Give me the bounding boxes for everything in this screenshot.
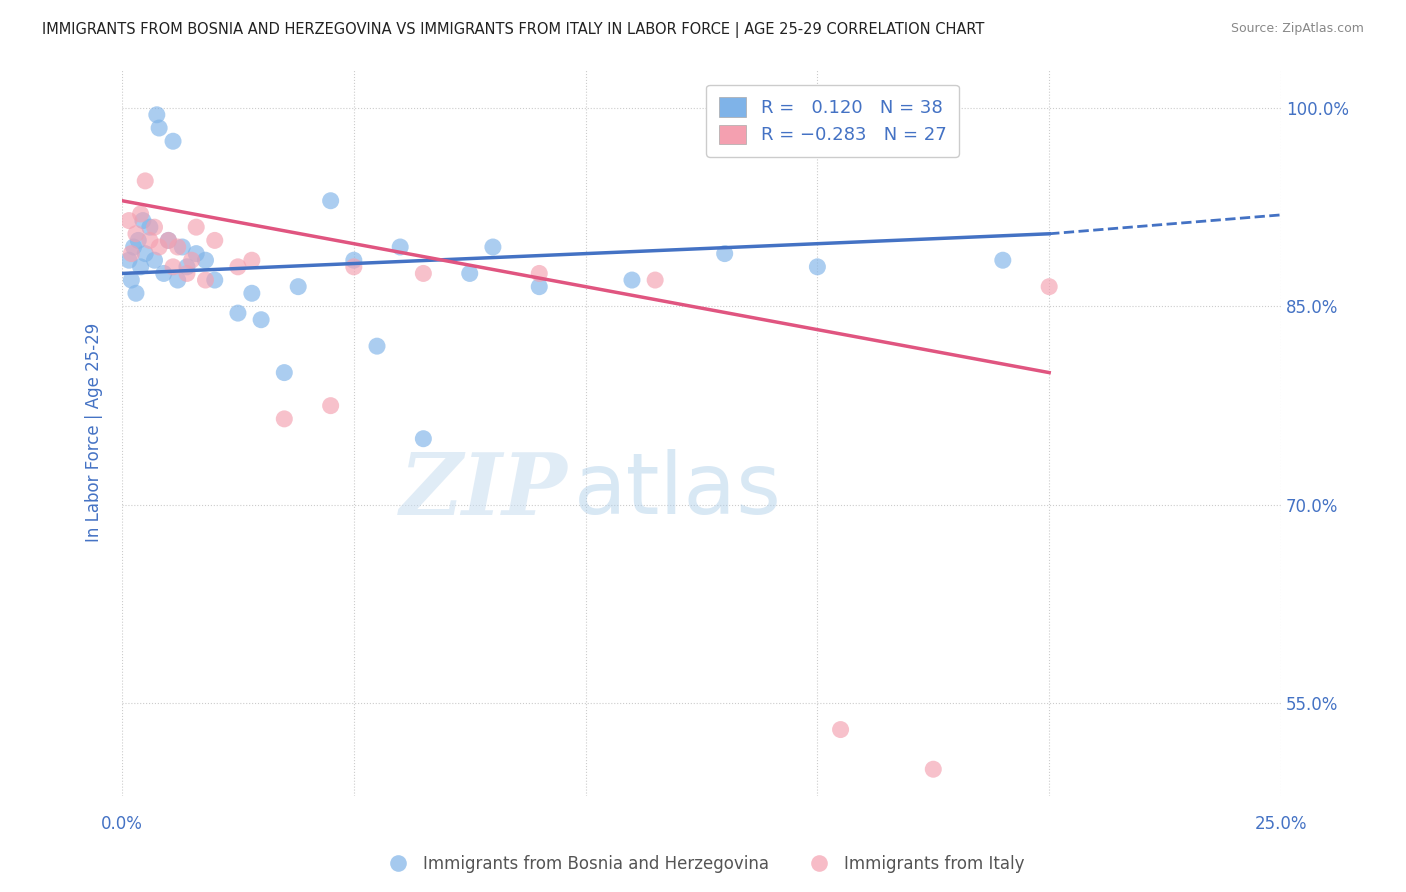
Text: 25.0%: 25.0% <box>1254 815 1308 833</box>
Point <box>176 260 198 274</box>
Point <box>226 260 249 274</box>
Point <box>412 432 434 446</box>
Point <box>482 240 505 254</box>
Point <box>166 273 188 287</box>
Point <box>343 260 366 274</box>
Point <box>366 339 388 353</box>
Point <box>194 273 217 287</box>
Point <box>118 253 141 268</box>
Point <box>250 312 273 326</box>
Point <box>146 108 169 122</box>
Point <box>991 253 1014 268</box>
Point <box>389 240 412 254</box>
Point <box>162 260 184 274</box>
Point <box>125 286 148 301</box>
Point <box>157 233 180 247</box>
Point <box>127 233 149 247</box>
Point <box>1038 279 1060 293</box>
Point <box>806 260 828 274</box>
Y-axis label: In Labor Force | Age 25-29: In Labor Force | Age 25-29 <box>86 323 103 541</box>
Point <box>922 762 945 776</box>
Point <box>134 246 156 260</box>
Point <box>132 213 155 227</box>
Point <box>129 207 152 221</box>
Point <box>620 273 643 287</box>
Point <box>240 286 263 301</box>
Point <box>240 253 263 268</box>
Point <box>162 134 184 148</box>
Point <box>343 253 366 268</box>
Point <box>319 399 342 413</box>
Point <box>122 240 145 254</box>
Point <box>273 412 295 426</box>
Point <box>120 246 142 260</box>
Legend: Immigrants from Bosnia and Herzegovina, Immigrants from Italy: Immigrants from Bosnia and Herzegovina, … <box>375 848 1031 880</box>
Point <box>118 213 141 227</box>
Point <box>412 267 434 281</box>
Point <box>143 253 166 268</box>
Point <box>830 723 852 737</box>
Text: ZIP: ZIP <box>401 449 568 532</box>
Point <box>287 279 309 293</box>
Point <box>204 273 226 287</box>
Point <box>148 240 170 254</box>
Point <box>273 366 295 380</box>
Point <box>186 246 208 260</box>
Point <box>120 273 142 287</box>
Point <box>644 273 666 287</box>
Point <box>139 233 162 247</box>
Point <box>139 220 162 235</box>
Point <box>157 233 180 247</box>
Point <box>134 174 156 188</box>
Point <box>125 227 148 241</box>
Point <box>319 194 342 208</box>
Text: 0.0%: 0.0% <box>101 815 143 833</box>
Point <box>148 121 170 136</box>
Point <box>458 267 481 281</box>
Point <box>529 279 551 293</box>
Point <box>152 267 174 281</box>
Point <box>180 253 202 268</box>
Point <box>166 240 188 254</box>
Legend: R =   0.120   N = 38, R = −0.283   N = 27: R = 0.120 N = 38, R = −0.283 N = 27 <box>706 85 959 157</box>
Point <box>186 220 208 235</box>
Point <box>194 253 217 268</box>
Point <box>529 267 551 281</box>
Text: atlas: atlas <box>574 449 782 532</box>
Point <box>713 246 735 260</box>
Point <box>204 233 226 247</box>
Point <box>172 240 194 254</box>
Text: IMMIGRANTS FROM BOSNIA AND HERZEGOVINA VS IMMIGRANTS FROM ITALY IN LABOR FORCE |: IMMIGRANTS FROM BOSNIA AND HERZEGOVINA V… <box>42 22 984 38</box>
Point <box>129 260 152 274</box>
Point <box>176 267 198 281</box>
Point <box>143 220 166 235</box>
Text: Source: ZipAtlas.com: Source: ZipAtlas.com <box>1230 22 1364 36</box>
Point <box>226 306 249 320</box>
